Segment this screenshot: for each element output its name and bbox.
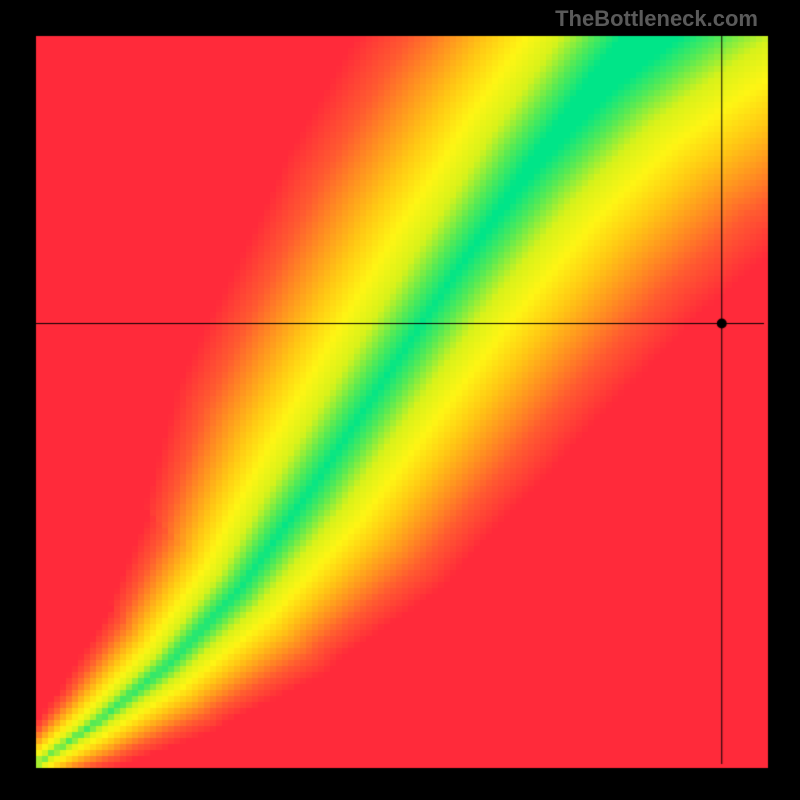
bottleneck-heatmap [0, 0, 800, 800]
watermark-label: TheBottleneck.com [555, 6, 758, 32]
